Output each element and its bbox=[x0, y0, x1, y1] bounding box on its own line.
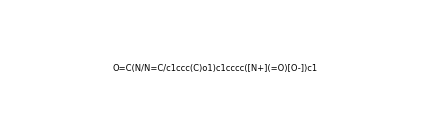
Text: O=C(N/N=C/c1ccc(C)o1)c1cccc([N+](=O)[O-])c1: O=C(N/N=C/c1ccc(C)o1)c1cccc([N+](=O)[O-]… bbox=[112, 64, 318, 72]
